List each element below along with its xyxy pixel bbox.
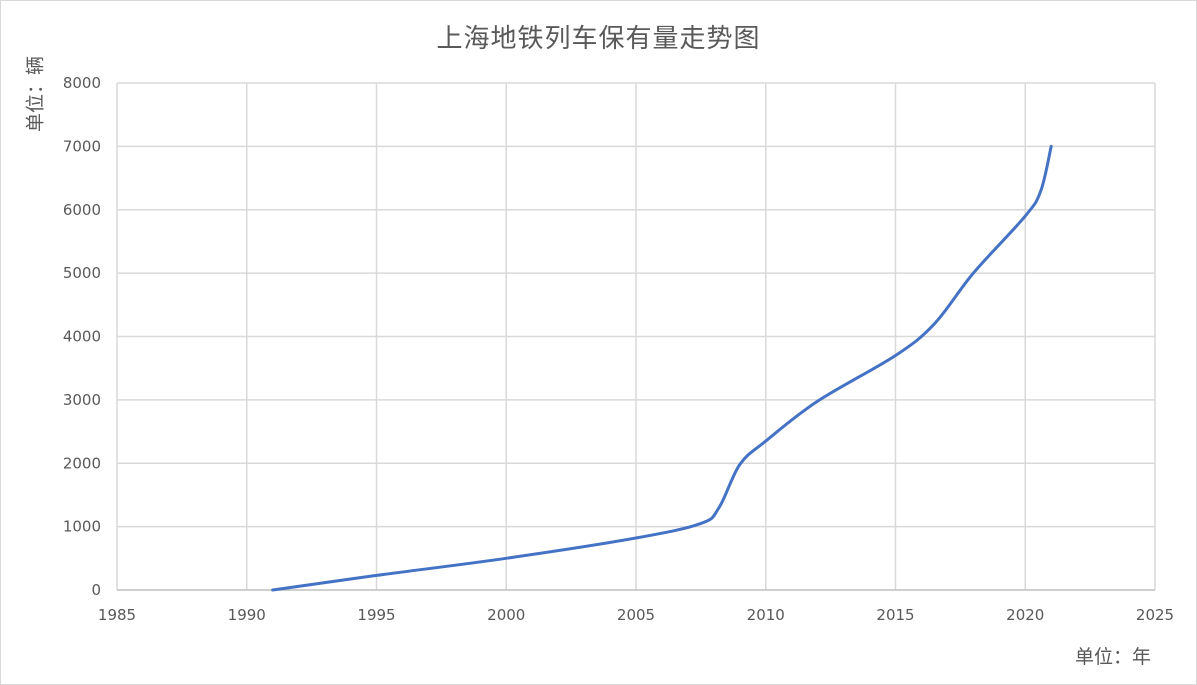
x-tick-label: 2010 — [747, 606, 785, 624]
x-tick-label: 1985 — [98, 606, 136, 624]
series-line — [271, 144, 1053, 592]
grid-layer — [116, 82, 1156, 591]
y-tick-label: 0 — [91, 581, 101, 599]
y-tick-label: 6000 — [63, 201, 101, 219]
tick-layer: 1985 1990 1995 2000 2005 2010 2015 2020 2025 0 100… — [63, 74, 1174, 624]
y-tick-label: 4000 — [63, 328, 101, 346]
x-tick-label: 2000 — [487, 606, 525, 624]
y-tick-label: 1000 — [63, 518, 101, 536]
chart-title: 上海地铁列车保有量走势图 — [436, 24, 761, 54]
y-tick-label: 8000 — [63, 74, 101, 92]
x-tick-label: 2015 — [876, 606, 914, 624]
x-tick-label: 1990 — [228, 606, 266, 624]
x-tick-label: 1995 — [357, 606, 395, 624]
x-tick-label: 2005 — [617, 606, 655, 624]
y-tick-label: 3000 — [63, 391, 101, 409]
y-tick-label: 2000 — [63, 454, 101, 472]
y-tick-label: 7000 — [63, 137, 101, 155]
y-tick-label: 5000 — [63, 264, 101, 282]
series-layer — [271, 144, 1053, 592]
x-tick-label: 2020 — [1006, 606, 1044, 624]
x-tick-label: 2025 — [1136, 606, 1174, 624]
x-axis-label: 单位：年 — [1074, 646, 1151, 668]
